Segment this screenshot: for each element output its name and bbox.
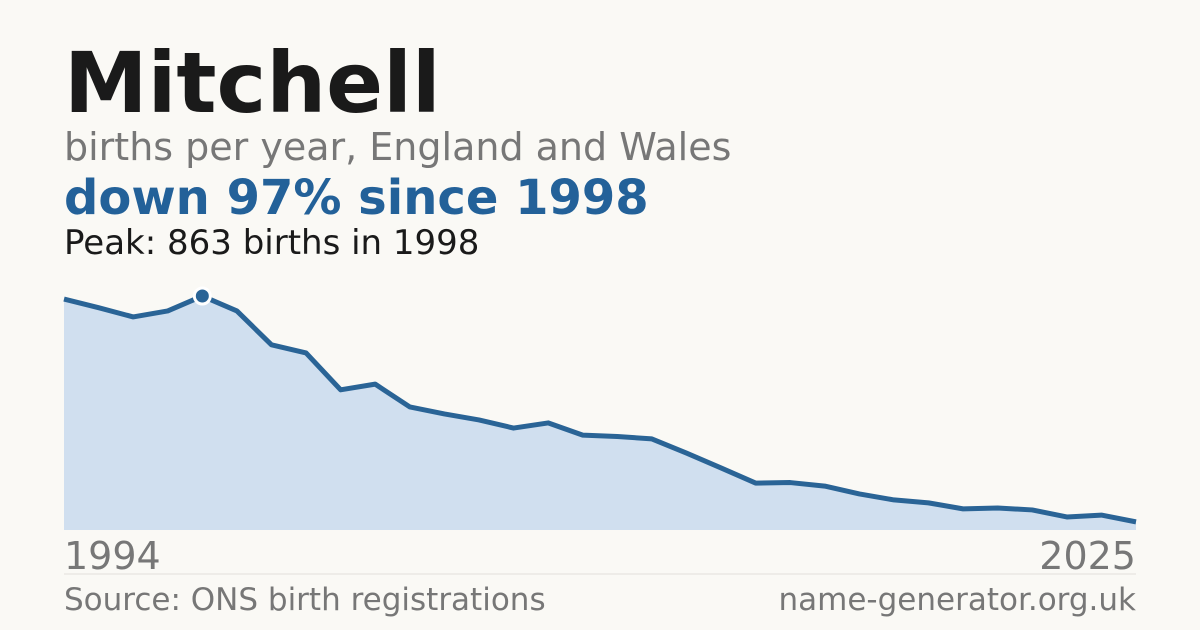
peak-marker <box>192 286 212 306</box>
area <box>64 296 1136 530</box>
title: Mitchell <box>64 34 441 132</box>
line <box>63 293 1137 525</box>
source: Source: ONS birth registrations <box>64 582 546 618</box>
peak-note: Peak: 863 births in 1998 <box>64 223 479 263</box>
x-tick-label: 2025 <box>1039 534 1136 578</box>
x-tick-label: 1994 <box>64 534 161 578</box>
subtitle: births per year, England and Wales <box>64 125 731 169</box>
headline: down 97% since 1998 <box>64 170 649 226</box>
site: name-generator.org.uk <box>779 582 1137 618</box>
